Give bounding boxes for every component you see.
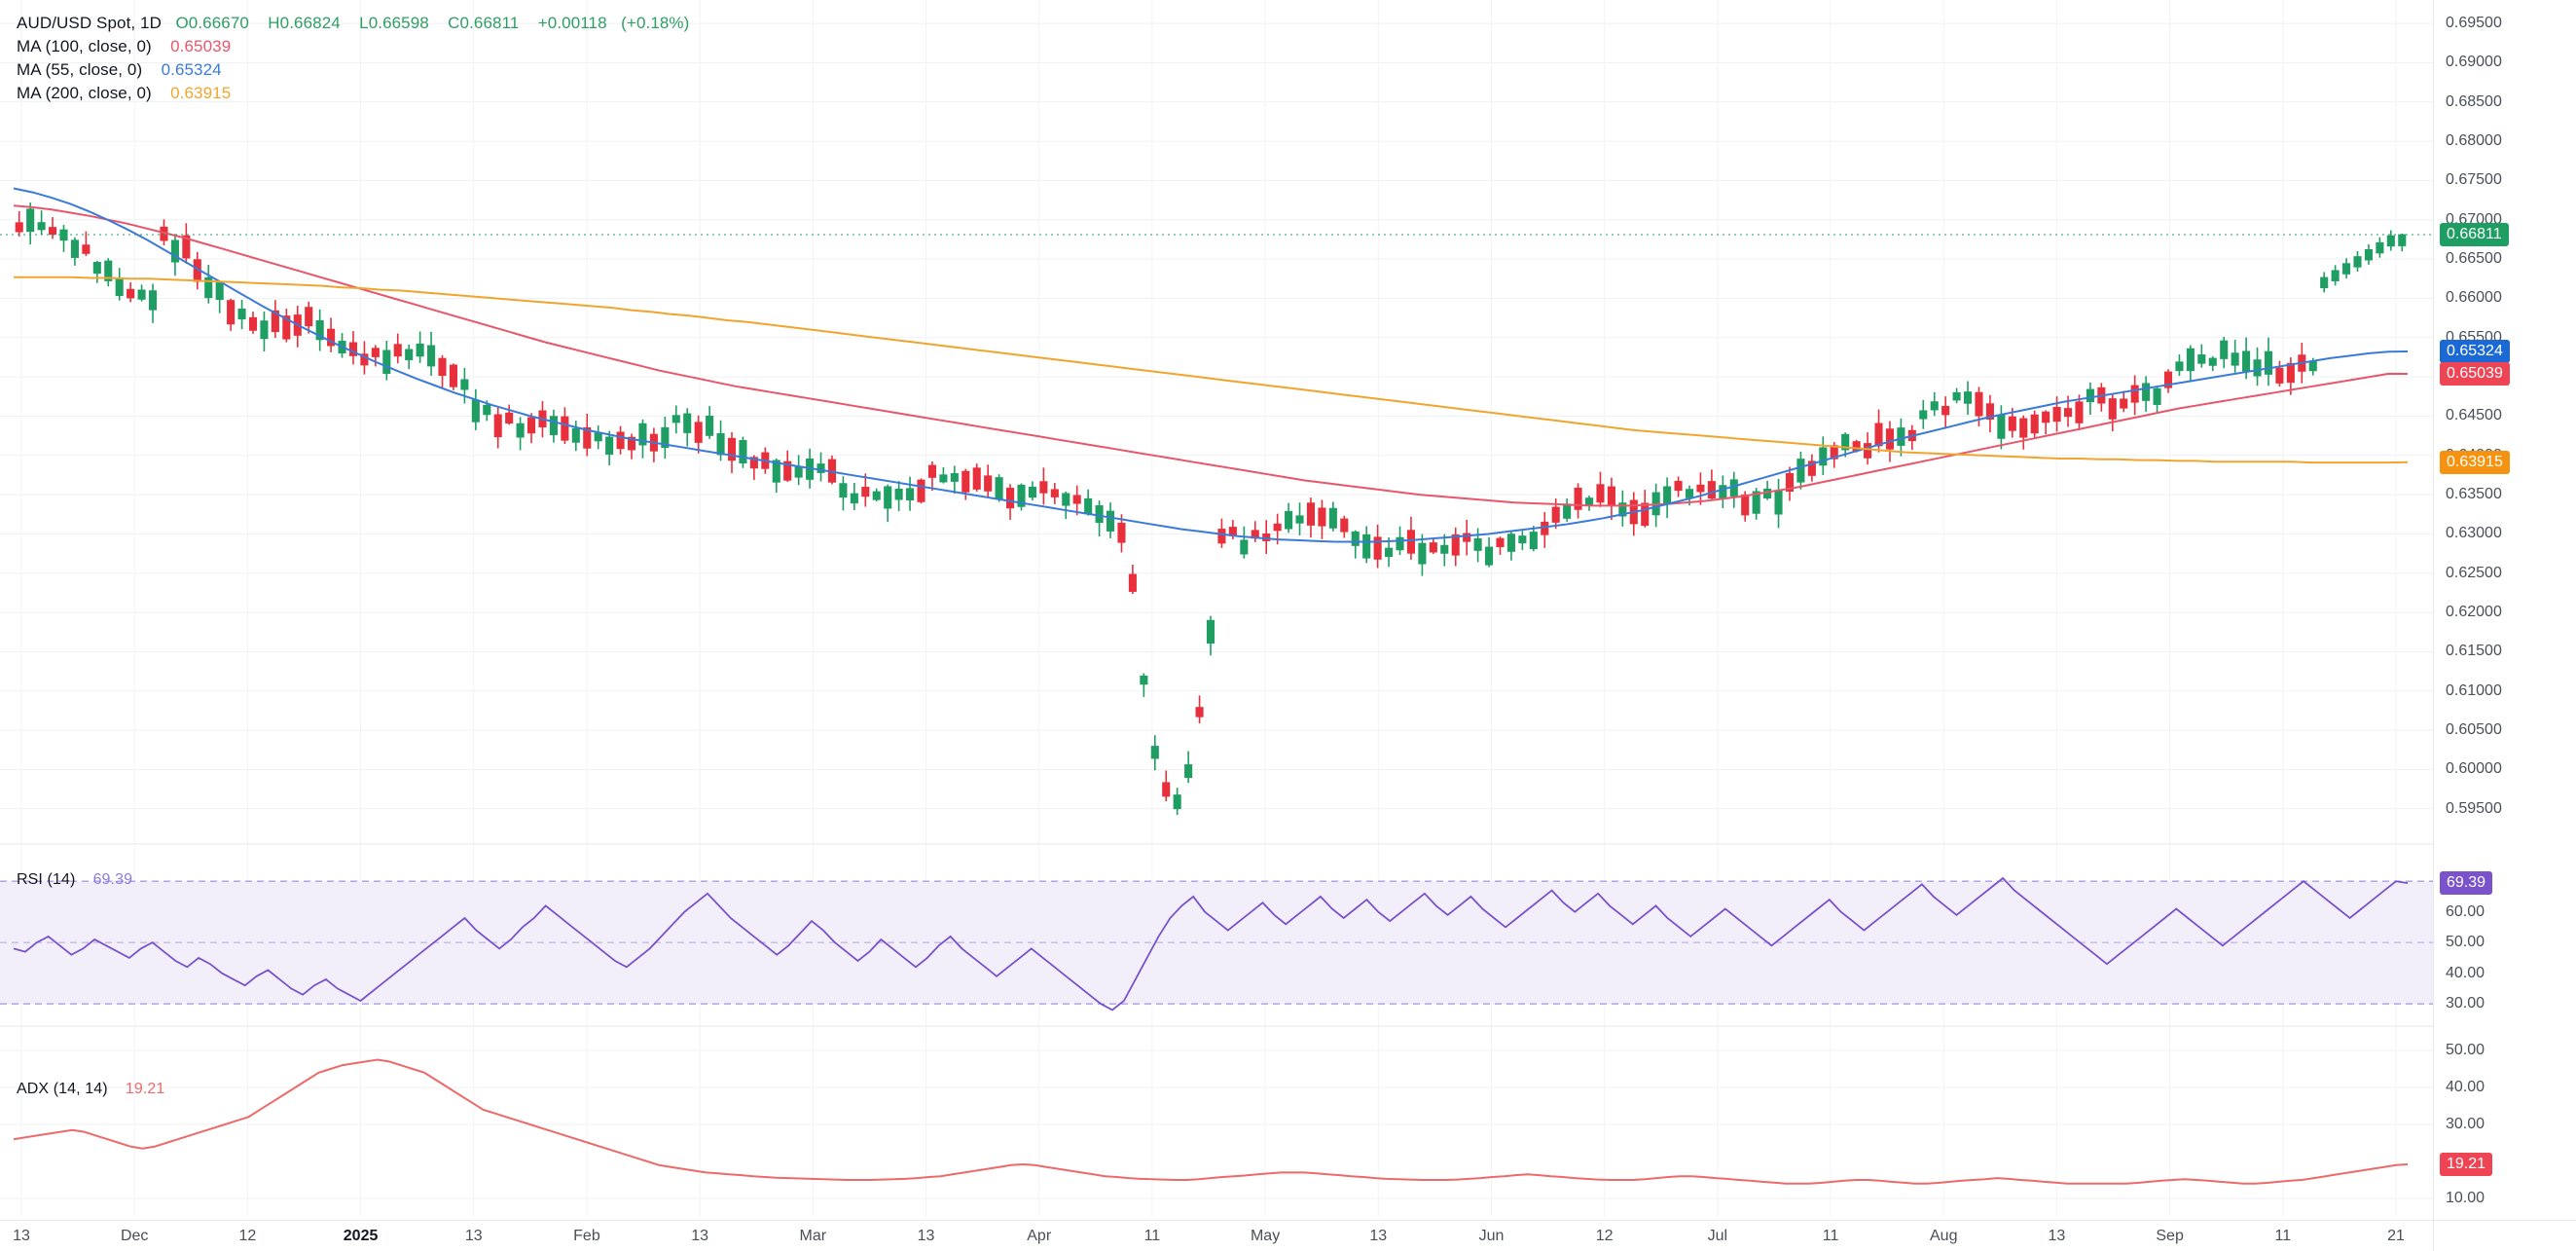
change-percent: (+0.18%) — [621, 14, 690, 32]
price-tick-label: 0.62000 — [2446, 604, 2502, 621]
ma100-label: MA (100, close, 0) — [17, 37, 152, 55]
adx-tick-label: 40.00 — [2446, 1079, 2485, 1095]
price-tick-label: 0.60500 — [2446, 721, 2502, 739]
time-scale[interactable]: 13 Dec 12 2025 13 Feb 13 Mar 13 Apr 11 May 13 Jun 12 Ju… — [0, 1220, 2433, 1251]
time-tick-label: 11 — [1822, 1228, 1839, 1244]
open-label: O — [175, 14, 189, 32]
time-tick-label: Dec — [120, 1228, 149, 1244]
ma100-price-badge[interactable]: 0.65039 — [2440, 361, 2510, 386]
time-tick-label: 13 — [917, 1228, 935, 1244]
price-tick-label: 0.59500 — [2446, 799, 2502, 817]
time-tick-label: 12 — [1595, 1228, 1614, 1244]
adx-tick-label: 50.00 — [2446, 1042, 2485, 1058]
adx-value-badge[interactable]: 19.21 — [2440, 1153, 2493, 1176]
price-tick-label: 0.61000 — [2446, 681, 2502, 699]
adx-tick-label: 10.00 — [2446, 1190, 2485, 1206]
adx-value: 19.21 — [125, 1081, 165, 1097]
gridlines — [0, 0, 2433, 1217]
close-label: C — [448, 14, 460, 32]
rsi-tick-label: 50.00 — [2446, 934, 2485, 951]
rsi-band-background — [0, 880, 2433, 1005]
symbol-ohlc-row[interactable]: AUD/USD Spot, 1D O0.66670 H0.66824 L0.66… — [17, 12, 689, 35]
ma100-legend-row[interactable]: MA (100, close, 0) 0.65039 — [17, 35, 689, 58]
time-tick-label: 13 — [1369, 1228, 1388, 1244]
time-tick-label: 11 — [2274, 1228, 2292, 1244]
time-tick-label: Jun — [1478, 1228, 1505, 1244]
time-tick-label: 2025 — [343, 1228, 379, 1244]
time-tick-label: 13 — [691, 1228, 709, 1244]
rsi-tick-label: 40.00 — [2446, 964, 2485, 981]
candlestick-series — [15, 202, 2407, 816]
last-price-badge[interactable]: 0.66811 — [2440, 223, 2509, 247]
time-tick-label: Sep — [2156, 1228, 2184, 1244]
rsi-tick-label: 30.00 — [2446, 995, 2485, 1012]
time-tick-label: Aug — [1930, 1228, 1958, 1244]
price-tick-label: 0.67500 — [2446, 171, 2502, 189]
price-tick-label: 0.66500 — [2446, 250, 2502, 268]
ma200-value: 0.63915 — [170, 84, 232, 102]
low-value: 0.66598 — [368, 14, 429, 32]
rsi-line-series — [13, 876, 2409, 1012]
ma55-legend-row[interactable]: MA (55, close, 0) 0.65324 — [17, 58, 689, 82]
main-chart-legend: AUD/USD Spot, 1D O0.66670 H0.66824 L0.66… — [17, 12, 689, 105]
change-value: +0.00118 — [537, 14, 607, 32]
high-label: H — [268, 14, 280, 32]
price-tick-label: 0.69500 — [2446, 15, 2502, 32]
ma55-label: MA (55, close, 0) — [17, 60, 143, 79]
adx-label: ADX (14, 14) — [17, 1081, 108, 1097]
time-tick-label: Apr — [1027, 1228, 1052, 1244]
ma-line-0 — [13, 204, 2409, 507]
time-tick-label: May — [1250, 1228, 1281, 1244]
price-tick-label: 0.68000 — [2446, 132, 2502, 150]
rsi-value-badge[interactable]: 69.39 — [2440, 871, 2493, 896]
time-tick-label: 12 — [238, 1228, 257, 1244]
ma55-price-badge[interactable]: 0.65324 — [2440, 339, 2510, 363]
price-tick-label: 0.63500 — [2446, 486, 2502, 503]
price-tick-label: 0.63000 — [2446, 525, 2502, 542]
time-tick-label: 21 — [2387, 1228, 2405, 1244]
time-tick-label: 13 — [2048, 1228, 2066, 1244]
time-tick-label: 13 — [464, 1228, 483, 1244]
ma200-legend-row[interactable]: MA (200, close, 0) 0.63915 — [17, 82, 689, 105]
price-tick-label: 0.66000 — [2446, 289, 2502, 307]
adx-tick-label: 30.00 — [2446, 1116, 2485, 1132]
time-tick-label: 13 — [13, 1228, 30, 1244]
ma-line-2 — [14, 276, 2409, 464]
price-tick-label: 0.68500 — [2446, 92, 2502, 110]
rsi-label: RSI (14) — [17, 871, 76, 888]
rsi-legend[interactable]: RSI (14) 69.39 — [17, 868, 132, 892]
low-label: L — [359, 14, 369, 32]
ma200-label: MA (200, close, 0) — [17, 84, 152, 102]
price-tick-label: 0.60000 — [2446, 760, 2502, 778]
adx-line-series — [13, 1058, 2409, 1185]
time-tick-label: Jul — [1707, 1228, 1728, 1244]
rsi-value: 69.39 — [92, 871, 133, 888]
price-tick-label: 0.61500 — [2446, 643, 2502, 660]
moving-average-lines — [13, 187, 2409, 543]
rsi-tick-label: 60.00 — [2446, 902, 2485, 920]
high-value: 0.66824 — [279, 14, 341, 32]
time-tick-label: Mar — [799, 1228, 827, 1244]
price-scale[interactable]: 0.69500 0.69000 0.68500 0.68000 0.67500 0.670… — [2433, 0, 2576, 1220]
ma100-value: 0.65039 — [170, 37, 232, 55]
ma200-price-badge[interactable]: 0.63915 — [2440, 450, 2510, 474]
price-tick-label: 0.69000 — [2446, 54, 2502, 71]
adx-legend[interactable]: ADX (14, 14) 19.21 — [17, 1078, 164, 1101]
ma55-value: 0.65324 — [161, 60, 222, 79]
symbol-label: AUD/USD Spot, 1D — [17, 14, 162, 32]
open-value: 0.66670 — [188, 14, 249, 32]
close-value: 0.66811 — [459, 14, 520, 32]
price-tick-label: 0.64500 — [2446, 407, 2502, 424]
panel-separators — [0, 843, 2433, 1027]
time-tick-label: 11 — [1143, 1228, 1161, 1244]
axis-corner — [2433, 1220, 2576, 1251]
ma-line-1 — [13, 187, 2409, 543]
time-tick-label: Feb — [573, 1228, 600, 1244]
price-tick-label: 0.62500 — [2446, 564, 2502, 581]
